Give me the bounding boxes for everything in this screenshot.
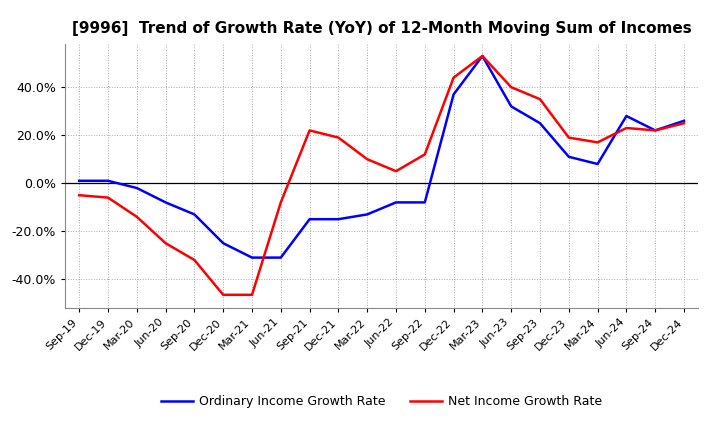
Net Income Growth Rate (449, 75, 458, 80)
Title: [9996]  Trend of Growth Rate (YoY) of 12-Month Moving Sum of Incomes: [9996] Trend of Growth Rate (YoY) of 12-… (72, 21, 691, 36)
Ordinary Income Growth Rate (219, 241, 228, 246)
Ordinary Income Growth Rate (104, 178, 112, 183)
Ordinary Income Growth Rate (132, 185, 141, 191)
Ordinary Income Growth Rate (449, 92, 458, 97)
Ordinary Income Growth Rate (363, 212, 372, 217)
Net Income Growth Rate (593, 140, 602, 145)
Net Income Growth Rate (161, 241, 170, 246)
Ordinary Income Growth Rate (478, 53, 487, 59)
Ordinary Income Growth Rate (190, 212, 199, 217)
Ordinary Income Growth Rate (507, 104, 516, 109)
Ordinary Income Growth Rate (392, 200, 400, 205)
Ordinary Income Growth Rate (334, 216, 343, 222)
Line: Net Income Growth Rate: Net Income Growth Rate (79, 56, 684, 295)
Net Income Growth Rate (564, 135, 573, 140)
Net Income Growth Rate (75, 193, 84, 198)
Ordinary Income Growth Rate (680, 118, 688, 124)
Net Income Growth Rate (420, 152, 429, 157)
Ordinary Income Growth Rate (564, 154, 573, 159)
Ordinary Income Growth Rate (161, 200, 170, 205)
Ordinary Income Growth Rate (420, 200, 429, 205)
Line: Ordinary Income Growth Rate: Ordinary Income Growth Rate (79, 56, 684, 257)
Net Income Growth Rate (248, 292, 256, 297)
Net Income Growth Rate (680, 121, 688, 126)
Ordinary Income Growth Rate (276, 255, 285, 260)
Net Income Growth Rate (190, 257, 199, 263)
Legend: Ordinary Income Growth Rate, Net Income Growth Rate: Ordinary Income Growth Rate, Net Income … (156, 390, 607, 413)
Net Income Growth Rate (305, 128, 314, 133)
Net Income Growth Rate (132, 214, 141, 220)
Ordinary Income Growth Rate (536, 121, 544, 126)
Net Income Growth Rate (536, 96, 544, 102)
Ordinary Income Growth Rate (75, 178, 84, 183)
Net Income Growth Rate (507, 84, 516, 90)
Net Income Growth Rate (276, 200, 285, 205)
Net Income Growth Rate (334, 135, 343, 140)
Net Income Growth Rate (478, 53, 487, 59)
Net Income Growth Rate (363, 157, 372, 162)
Ordinary Income Growth Rate (651, 128, 660, 133)
Ordinary Income Growth Rate (248, 255, 256, 260)
Net Income Growth Rate (104, 195, 112, 200)
Ordinary Income Growth Rate (593, 161, 602, 167)
Net Income Growth Rate (219, 292, 228, 297)
Net Income Growth Rate (392, 169, 400, 174)
Ordinary Income Growth Rate (622, 114, 631, 119)
Net Income Growth Rate (651, 128, 660, 133)
Ordinary Income Growth Rate (305, 216, 314, 222)
Net Income Growth Rate (622, 125, 631, 131)
